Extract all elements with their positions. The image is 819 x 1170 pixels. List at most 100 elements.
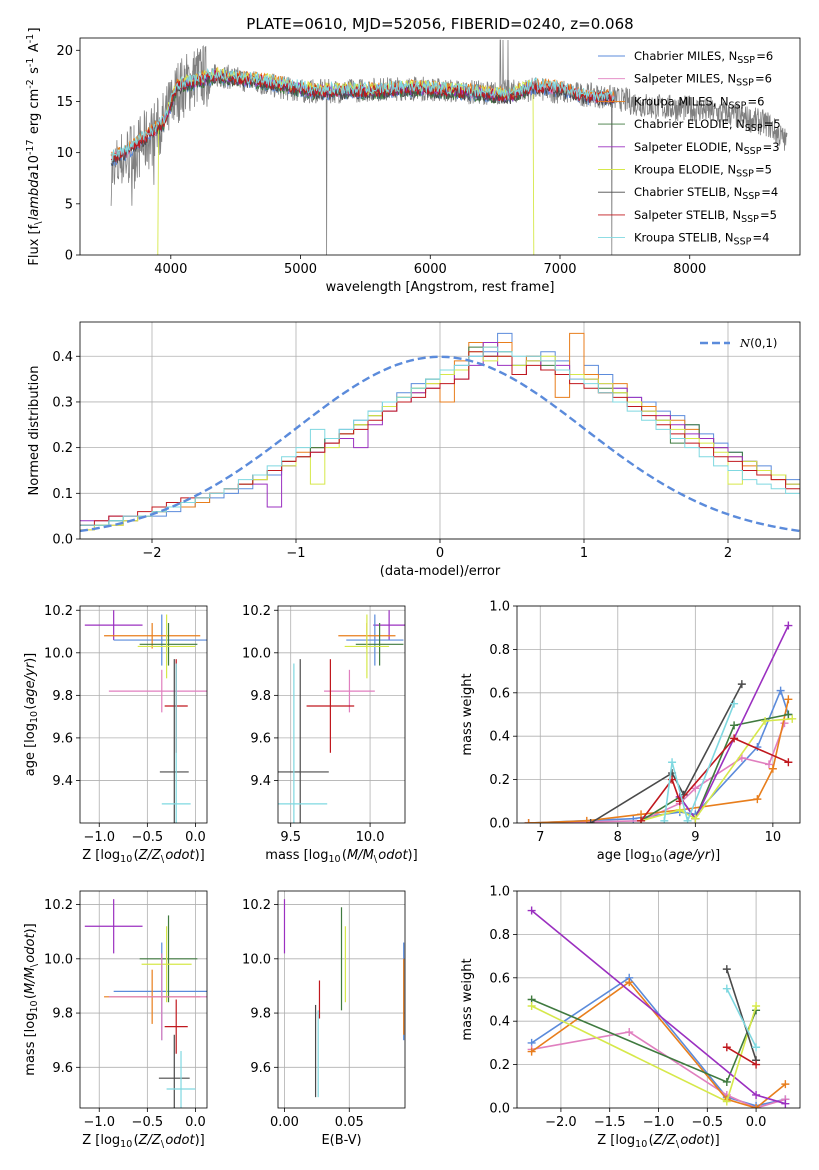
y-tick-label: 1.0 [489,885,510,900]
residual-legend: N(0,1) [700,336,777,350]
x-axis-label: Z [log10 (Z/Z\ odot)] [82,1133,205,1150]
histogram-step-0 [80,332,800,526]
mass-vs-EBV-plot-area [283,899,405,1098]
histogram-step-4 [80,351,800,531]
age-vs-mass-axes: 9.5 10.0 9.4 9.6 9.8 10.0 10.2 mass [log10 (M/M… [242,604,418,865]
residuals-axes: −2 −1 0 1 2 0.0 0.1 0.2 0.3 0.4 (data-model)/error… [27,321,801,579]
age-vs-Z-plot-area [84,610,207,823]
histogram-step-1 [80,332,800,531]
axes-frame [516,890,801,1109]
weight-marker-4-2 [781,1099,790,1108]
y-tick-label: 0.0 [52,533,73,548]
x-tick-label: −1.0 [83,1115,115,1130]
axes-frame [79,605,208,824]
weight-marker-8-2 [683,816,692,823]
y-axis-label: age [log10 (age/yr)] [23,653,40,777]
x-tick-label: 9 [691,830,699,845]
y-axis-label: Flux [f\ lambda10-17 erg cm-2 s-1 A-1 ] [25,27,44,265]
y-tick-label: 10.0 [242,952,271,967]
x-axis-label: age [log10 (age/yr)] [597,848,721,865]
y-tick-label: 10.2 [242,604,271,619]
weight-marker-7-3 [730,734,739,743]
y-axis-label: Normed distribution [27,366,42,496]
y-tick-label: 9.6 [250,1061,271,1076]
weight-marker-0-5 [776,686,785,695]
x-tick-label: 0.0 [185,830,206,845]
y-tick-label: 9.6 [250,731,271,746]
weight-marker-8-1 [752,1043,761,1052]
x-tick-label: 0 [436,546,444,561]
y-tick-label: 15 [56,95,73,110]
axes-frame [79,321,801,540]
weight-marker-1-5 [764,760,773,769]
y-tick-label: 10.2 [44,898,73,913]
y-tick-label: 0.2 [489,1058,510,1073]
y-tick-label: 0.2 [489,773,510,788]
weight-marker-2-1 [625,978,634,987]
weight-marker-2-4 [781,1080,790,1089]
mass-vs-EBV-axes: 0.00 0.05 9.6 9.8 10.0 10.2 E(B-V) [242,890,406,1148]
y-tick-label: 5 [65,197,73,212]
age-vs-Z-axes: −1.0 −0.5 0.0 9.4 9.6 9.8 10.0 10.2 Z [log10 (Z/… [23,604,208,865]
weight-marker-4-1 [752,1090,761,1099]
weight-marker-5-3 [761,717,770,726]
y-tick-label: 9.8 [52,689,73,704]
y-tick-label: 0.4 [489,1015,510,1030]
weight-marker-8-3 [730,699,739,708]
x-tick-label: −2 [142,546,161,561]
x-tick-label: 10 [765,830,782,845]
weight-marker-5-4 [788,714,797,723]
x-tick-label: 10.0 [356,830,385,845]
legend-entry-4: Salpeter ELODIE, NSSP =3 [634,140,780,157]
y-axis-label: mass [log10 (M/M\ odot)] [23,923,40,1075]
y-tick-label: 0.4 [489,730,510,745]
x-tick-label: 0.00 [270,1115,299,1130]
normal-reference-curve [80,355,800,533]
residuals-plot-area [80,332,800,533]
x-tick-label: −1.5 [594,1115,626,1130]
weight-marker-6-0 [586,819,595,823]
y-tick-label: 0.8 [489,643,510,658]
x-tick-label: 0.05 [335,1115,364,1130]
weight-marker-3-4 [784,710,793,719]
y-tick-label: 0.0 [489,1102,510,1117]
x-tick-label: −0.5 [132,1115,164,1130]
y-tick-label: 0 [65,249,73,264]
y-axis-label: mass weight [460,958,475,1040]
weight-marker-2-1 [582,816,591,823]
axes-frame [277,605,406,824]
weight-marker-7-0 [722,1043,731,1052]
histogram-step-6 [80,346,800,526]
y-tick-label: 9.4 [250,774,271,789]
x-axis-label: E(B-V) [321,1133,361,1148]
y-tick-label: 0.3 [52,395,73,410]
Z-weights-plot-area [527,906,790,1108]
x-tick-label: −0.5 [132,830,164,845]
weight-marker-6-3 [737,680,746,689]
y-tick-label: 0.1 [52,487,73,502]
x-tick-label: 0.0 [746,1115,767,1130]
weight-marker-1-1 [625,1028,634,1037]
spectrum-legend: Chabrier MILES, NSSP =6 Salpeter MILES, N… [598,49,781,248]
y-tick-label: 0.2 [52,441,73,456]
y-tick-label: 0.6 [489,971,510,986]
y-tick-label: 0.6 [489,686,510,701]
legend-entry-5: Kroupa ELODIE, NSSP =5 [634,163,772,180]
legend-entry-7: Salpeter STELIB, NSSP =5 [634,208,777,225]
weight-marker-2-0 [524,819,533,823]
weight-line-8 [726,988,757,1048]
x-tick-label: 4000 [154,262,187,277]
x-tick-label: 9.5 [280,830,301,845]
x-axis-label: wavelength [Angstrom, rest frame] [326,280,555,295]
legend-entry-3: Chabrier ELODIE, NSSP =5 [634,117,781,134]
weight-line-6 [726,968,757,1061]
legend-entry-normal: N(0,1) [739,336,777,350]
weight-marker-3-1 [722,1077,731,1086]
x-axis-label: Z [log10 (Z/Z\ odot)] [82,848,205,865]
weight-marker-6-0 [722,965,731,974]
weight-marker-7-4 [784,758,793,767]
y-tick-label: 10.2 [242,898,271,913]
y-tick-label: 9.8 [250,689,271,704]
y-tick-label: 9.6 [52,731,73,746]
